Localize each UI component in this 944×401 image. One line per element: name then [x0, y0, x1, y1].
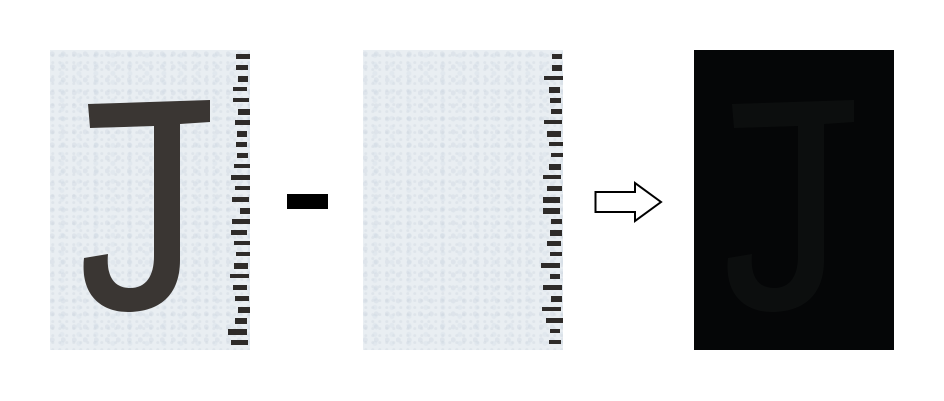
- edge-mark: [549, 340, 561, 344]
- edge-mark: [231, 175, 250, 180]
- source-image-panel: [50, 50, 250, 350]
- minus-operator-icon: [287, 194, 328, 209]
- edge-mark: [238, 109, 250, 115]
- letter-j-glyph: [83, 100, 210, 312]
- edge-mark: [542, 307, 561, 311]
- edge-mark: [546, 318, 563, 323]
- edge-mark: [552, 54, 562, 59]
- edge-mark: [550, 274, 560, 279]
- edge-mark: [228, 329, 247, 335]
- edge-mark: [230, 274, 249, 278]
- edge-mark: [233, 285, 247, 290]
- edge-mark: [551, 296, 562, 302]
- edge-mark: [547, 241, 561, 246]
- edge-mark: [237, 131, 247, 137]
- edge-mark: [232, 219, 250, 224]
- edge-mark: [236, 142, 247, 147]
- edge-mark: [234, 263, 248, 269]
- edge-mark: [541, 263, 560, 268]
- edge-mark: [235, 318, 247, 324]
- edge-mark: [549, 142, 563, 146]
- edge-mark: [544, 76, 563, 80]
- edge-mark: [234, 241, 250, 245]
- edge-mark: [551, 153, 563, 157]
- edge-mark: [549, 164, 561, 170]
- edge-mark: [549, 87, 560, 93]
- edge-mark: [550, 230, 562, 236]
- edge-mark: [551, 219, 562, 224]
- edge-mark: [233, 87, 247, 91]
- edge-mark: [544, 120, 562, 124]
- edge-mark: [236, 54, 250, 59]
- edge-mark: [550, 98, 561, 103]
- edge-mark: [234, 164, 250, 168]
- edge-mark: [231, 340, 248, 345]
- edge-mark: [232, 197, 249, 202]
- edge-mark: [235, 120, 250, 125]
- edge-mark: [543, 197, 560, 203]
- edge-mark: [543, 208, 560, 214]
- edge-mark: [543, 175, 561, 179]
- edge-mark: [552, 65, 562, 71]
- edge-mark: [238, 307, 250, 313]
- edge-mark: [550, 329, 560, 333]
- edge-mark: [237, 153, 248, 158]
- edge-mark: [233, 98, 249, 102]
- faint-letter-j-glyph: [727, 100, 854, 312]
- edge-mark: [551, 109, 562, 114]
- edge-mark: [235, 296, 249, 301]
- edge-mark: [238, 76, 248, 82]
- arrow-right-icon: [594, 181, 663, 223]
- edge-mark: [235, 186, 250, 190]
- torn-edge-strip: [541, 54, 563, 344]
- edge-mark: [543, 285, 562, 290]
- torn-edge-strip: [228, 54, 250, 345]
- edge-mark: [547, 186, 562, 191]
- edge-mark: [236, 65, 248, 70]
- edge-mark: [231, 230, 247, 235]
- background-image-panel: [363, 50, 563, 350]
- edge-mark: [240, 208, 250, 214]
- edge-mark: [236, 252, 250, 256]
- edge-mark: [550, 252, 562, 256]
- difference-result-panel: [694, 50, 894, 350]
- edge-mark: [547, 131, 561, 137]
